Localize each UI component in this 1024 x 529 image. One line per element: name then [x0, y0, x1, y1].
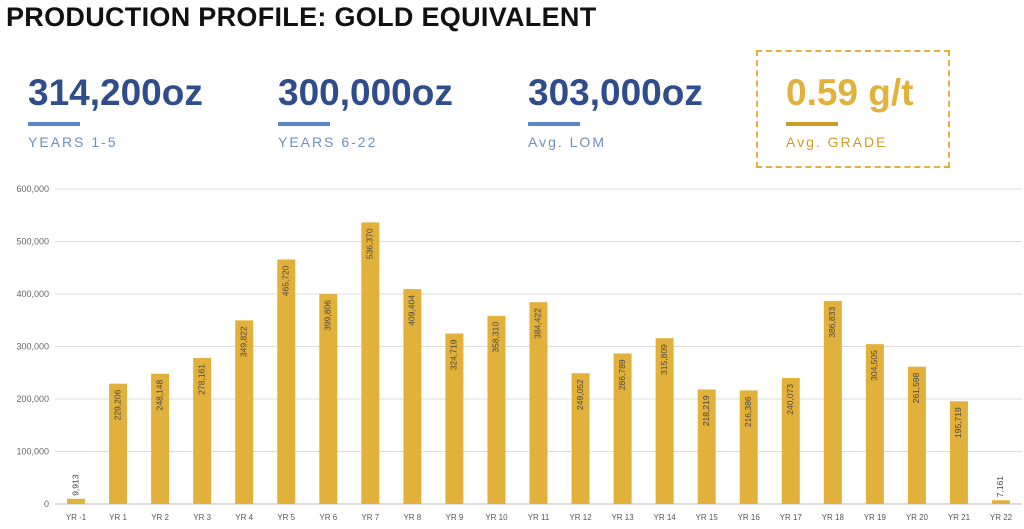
- x-tick-label: YR 15: [696, 513, 719, 522]
- y-tick-label: 100,000: [16, 447, 49, 457]
- bar: [991, 500, 1010, 504]
- x-tick-label: YR 16: [738, 513, 761, 522]
- stat-value: 314,200oz: [28, 72, 203, 113]
- x-tick-label: YR 18: [822, 513, 845, 522]
- bar: [109, 383, 128, 504]
- x-tick-label: YR 21: [948, 513, 971, 522]
- stat-underline: [528, 122, 580, 126]
- data-label: 465,720: [280, 265, 290, 296]
- bar: [361, 222, 380, 504]
- bar: [319, 294, 338, 504]
- x-tick-label: YR 5: [277, 513, 295, 522]
- x-tick-label: YR 13: [611, 513, 634, 522]
- data-label: 249,052: [575, 379, 585, 410]
- bar: [697, 389, 716, 504]
- x-tick-label: YR 4: [235, 513, 253, 522]
- x-tick-label: YR 12: [569, 513, 592, 522]
- stat-avg-lom: 303,000oz Avg. LOM: [528, 72, 758, 150]
- y-tick-label: 300,000: [16, 342, 49, 352]
- x-tick-label: YR 11: [528, 513, 550, 522]
- y-tick-label: 200,000: [16, 394, 49, 404]
- bar: [739, 390, 758, 504]
- x-tick-label: YR 6: [319, 513, 337, 522]
- bar: [151, 373, 170, 504]
- bar: [235, 320, 254, 504]
- x-tick-label: YR 7: [361, 513, 379, 522]
- bar: [487, 315, 506, 504]
- bar: [445, 333, 464, 504]
- bar: [613, 353, 632, 504]
- stat-underline: [278, 122, 330, 126]
- data-label: 349,822: [238, 326, 248, 357]
- y-tick-label: 400,000: [16, 289, 49, 299]
- x-tick-label: YR 17: [780, 513, 803, 522]
- x-tick-label: YR 1: [109, 513, 127, 522]
- data-label: 324,719: [449, 339, 459, 370]
- data-label: 358,310: [491, 322, 501, 353]
- y-tick-label: 0: [44, 499, 49, 509]
- x-tick-label: YR 19: [864, 513, 887, 522]
- bar: [655, 338, 674, 504]
- bar: [823, 300, 842, 504]
- data-label: 216,386: [743, 396, 753, 427]
- stat-label: YEARS 6-22: [278, 134, 378, 150]
- data-label: 536,370: [365, 228, 375, 259]
- data-label: 304,505: [869, 350, 879, 381]
- stat-avg-grade: 0.59 g/t Avg. GRADE: [786, 72, 1016, 150]
- page-title: PRODUCTION PROFILE: GOLD EQUIVALENT: [6, 2, 597, 32]
- data-label: 409,404: [407, 295, 417, 326]
- bar: [277, 259, 296, 504]
- stat-label: Avg. LOM: [528, 134, 606, 150]
- x-tick-label: YR 20: [906, 513, 929, 522]
- stat-label: YEARS 1-5: [28, 134, 118, 150]
- y-tick-label: 600,000: [16, 184, 49, 194]
- stat-years-1-5: 314,200oz YEARS 1-5: [28, 72, 258, 150]
- x-tick-label: YR 3: [193, 513, 211, 522]
- x-tick-label: YR 22: [990, 513, 1013, 522]
- bar: [781, 377, 800, 504]
- stat-value: 0.59 g/t: [786, 72, 914, 113]
- data-label: 240,073: [785, 384, 795, 415]
- data-label: 218,219: [701, 395, 711, 426]
- data-label: 399,806: [323, 300, 333, 331]
- data-label: 261,598: [911, 372, 921, 403]
- stat-underline: [786, 122, 838, 126]
- stat-label: Avg. GRADE: [786, 134, 888, 150]
- data-label: 278,161: [196, 364, 206, 395]
- bar: [907, 366, 926, 504]
- data-label: 229,206: [112, 389, 122, 420]
- bar: [865, 344, 884, 504]
- y-tick-label: 500,000: [16, 237, 49, 247]
- bar: [571, 373, 590, 504]
- data-label: 286,789: [617, 359, 627, 390]
- bar: [193, 357, 212, 504]
- x-tick-label: YR 14: [654, 513, 677, 522]
- bar: [529, 302, 548, 504]
- stat-years-6-22: 300,000oz YEARS 6-22: [278, 72, 508, 150]
- stat-value: 300,000oz: [278, 72, 453, 113]
- x-tick-label: YR 9: [446, 513, 464, 522]
- stat-underline: [28, 122, 80, 126]
- bar: [403, 289, 422, 504]
- bar: [949, 401, 968, 504]
- stat-value: 303,000oz: [528, 72, 703, 113]
- production-bar-chart: 0 100,000 200,000 300,000 400,000 500,000 600,…: [16, 184, 1022, 522]
- data-label: 9,913: [70, 474, 80, 496]
- data-label: 195,719: [953, 407, 963, 438]
- bar: [67, 498, 86, 504]
- grade-highlight-box: [756, 50, 950, 168]
- data-label: 315,809: [659, 344, 669, 375]
- x-tick-label: YR 2: [151, 513, 169, 522]
- x-tick-label: YR 8: [403, 513, 421, 522]
- data-label: 386,833: [827, 307, 837, 338]
- data-label: 384,422: [533, 308, 543, 339]
- data-label: 7,161: [995, 476, 1005, 498]
- x-tick-label: YR 10: [485, 513, 508, 522]
- data-label: 248,148: [154, 379, 164, 410]
- x-tick-label: YR -1: [66, 513, 87, 522]
